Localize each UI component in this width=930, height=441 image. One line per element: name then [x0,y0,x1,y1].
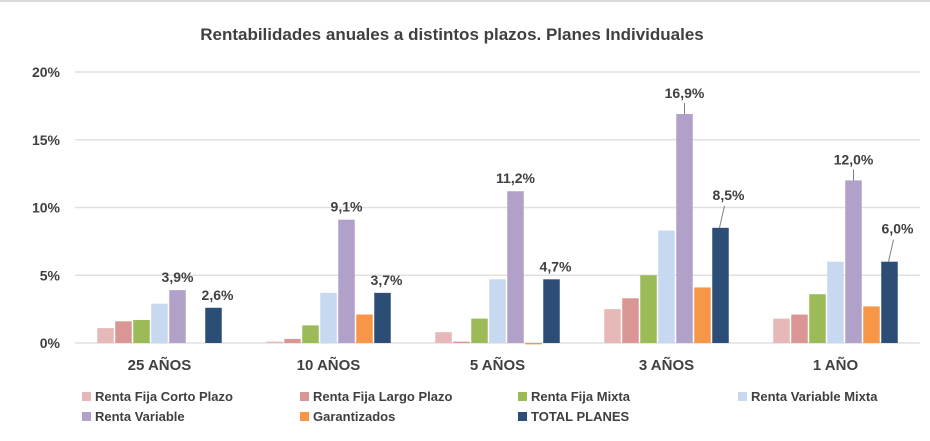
bar-renta-fija-mixta [302,325,319,343]
data-label: 3,9% [162,269,194,285]
legend-item[interactable]: Renta Variable [82,409,185,424]
y-axis-ticks: 0% 5% 10% 15% 20% [32,64,61,351]
legend-label: Renta Fija Largo Plazo [313,389,452,404]
y-tick-label: 5% [40,267,61,283]
data-label: 3,7% [371,272,403,288]
y-tick-label: 20% [32,64,61,80]
data-label: 9,1% [331,199,363,215]
legend-swatch [518,412,527,421]
legend-label: Renta Fija Mixta [531,389,631,404]
data-label: 2,6% [202,287,234,303]
bar-renta-variable-mixta [658,230,675,343]
bar-total-planes [543,279,560,343]
chart-title: Rentabilidades anuales a distintos plazo… [200,25,704,44]
legend-item[interactable]: Renta Fija Mixta [518,389,631,404]
data-label: 4,7% [540,258,572,274]
y-tick-label: 15% [32,132,61,148]
leader-line [888,239,894,262]
bar-renta-variable [338,219,355,343]
data-label: 6,0% [882,221,914,237]
data-label: 8,5% [713,187,745,203]
legend-label: TOTAL PLANES [531,409,630,424]
data-label: 11,2% [496,170,535,186]
x-tick-label: 1 AÑO [813,356,859,374]
bar-renta-fija-mixta [133,319,150,343]
data-label: 16,9% [665,85,705,101]
legend-label: Renta Variable [95,409,185,424]
x-tick-label: 25 AÑOS [128,356,192,374]
bar-total-planes [712,227,729,343]
bar-renta-fija-mixta [809,294,826,343]
bar-renta-variable-mixta [151,303,168,343]
bar-renta-variable-mixta [320,292,337,343]
bar-renta-fija-mixta [471,318,488,343]
legend-item[interactable]: Renta Variable Mixta [738,389,878,404]
bar-renta-fija-largo-plazo [453,341,470,343]
legend-label: Garantizados [313,409,395,424]
bar-garantizados [525,343,542,345]
legend-swatch [82,392,91,401]
legend-swatch [300,412,309,421]
bar-renta-variable [507,191,524,343]
legend-label: Renta Fija Corto Plazo [95,389,233,404]
bar-renta-fija-corto-plazo [266,341,283,343]
bar-renta-variable [845,180,862,343]
bar-garantizados [356,314,373,343]
bar-renta-variable-mixta [489,279,506,343]
x-tick-label: 5 AÑOS [470,356,525,374]
bar-renta-fija-corto-plazo [604,309,621,343]
bar-garantizados [694,287,711,343]
legend-swatch [82,412,91,421]
y-tick-label: 0% [40,335,61,351]
bar-renta-fija-corto-plazo [435,332,452,343]
bars [97,114,898,345]
legend-item[interactable]: Garantizados [300,409,395,424]
legend: Renta Fija Corto Plazo Renta Fija Largo P… [82,389,878,424]
legend-item[interactable]: Renta Fija Largo Plazo [300,389,452,404]
x-tick-label: 10 AÑOS [297,356,361,374]
bar-renta-variable [169,290,186,343]
bar-renta-fija-corto-plazo [773,318,790,343]
bar-renta-fija-corto-plazo [97,328,114,343]
y-tick-label: 10% [32,200,61,216]
legend-label: Renta Variable Mixta [751,389,878,404]
bar-renta-fija-largo-plazo [791,314,808,343]
legend-item[interactable]: Renta Fija Corto Plazo [82,389,233,404]
bar-total-planes [881,261,898,343]
data-labels: 3,9% 2,6% 9,1% 3,7% 11,2% 4,7% 16,9% 8,5% 12,0% 6… [162,85,914,303]
legend-swatch [518,392,527,401]
bar-total-planes [205,307,222,343]
legend-swatch [738,392,747,401]
bar-total-planes [374,292,391,343]
x-tick-label: 3 AÑOS [639,356,694,374]
legend-swatch [300,392,309,401]
bar-renta-fija-largo-plazo [115,321,132,343]
bar-renta-fija-largo-plazo [284,338,301,343]
bar-renta-variable [676,114,693,343]
bar-renta-fija-largo-plazo [622,298,639,343]
top-border [0,0,930,2]
leader-line [719,205,725,228]
bar-renta-fija-mixta [640,275,657,343]
bar-garantizados [863,306,880,343]
bar-renta-variable-mixta [827,261,844,343]
x-axis-ticks: 25 AÑOS 10 AÑOS 5 AÑOS 3 AÑOS 1 AÑO [128,356,859,374]
data-label: 12,0% [834,151,874,167]
legend-item[interactable]: TOTAL PLANES [518,409,630,424]
